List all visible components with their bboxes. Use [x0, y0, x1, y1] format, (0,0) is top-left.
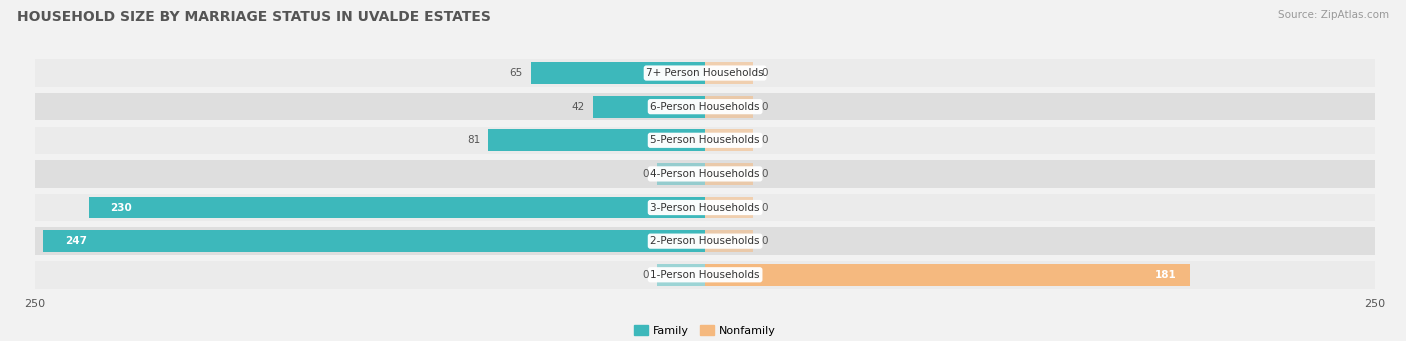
Bar	[35, 194, 1375, 221]
Text: 0: 0	[762, 169, 768, 179]
Bar	[704, 264, 1189, 286]
Bar	[35, 93, 1375, 120]
Text: 4-Person Households: 4-Person Households	[651, 169, 759, 179]
Text: 6-Person Households: 6-Person Households	[651, 102, 759, 112]
Text: 0: 0	[762, 102, 768, 112]
Bar	[704, 163, 754, 185]
Bar	[35, 227, 1375, 255]
Bar	[592, 96, 704, 118]
Text: Source: ZipAtlas.com: Source: ZipAtlas.com	[1278, 10, 1389, 20]
Text: 0: 0	[643, 270, 648, 280]
Text: 5-Person Households: 5-Person Households	[651, 135, 759, 145]
Bar	[704, 96, 754, 118]
Text: 247: 247	[65, 236, 87, 246]
Bar	[89, 197, 704, 219]
Bar	[488, 129, 704, 151]
Text: 181: 181	[1154, 270, 1177, 280]
Text: 0: 0	[643, 169, 648, 179]
Bar	[704, 129, 754, 151]
Bar	[704, 197, 754, 219]
Bar	[35, 261, 1375, 288]
Legend: Family, Nonfamily: Family, Nonfamily	[630, 321, 780, 340]
Text: HOUSEHOLD SIZE BY MARRIAGE STATUS IN UVALDE ESTATES: HOUSEHOLD SIZE BY MARRIAGE STATUS IN UVA…	[17, 10, 491, 24]
Text: 0: 0	[762, 236, 768, 246]
Text: 81: 81	[467, 135, 479, 145]
Bar	[704, 62, 754, 84]
Text: 7+ Person Households: 7+ Person Households	[647, 68, 763, 78]
Text: 1-Person Households: 1-Person Households	[651, 270, 759, 280]
Text: 0: 0	[762, 68, 768, 78]
Bar	[35, 160, 1375, 188]
Text: 65: 65	[509, 68, 523, 78]
Bar	[657, 163, 704, 185]
Bar	[35, 59, 1375, 87]
Bar	[44, 230, 704, 252]
Bar	[657, 264, 704, 286]
Bar	[35, 127, 1375, 154]
Text: 2-Person Households: 2-Person Households	[651, 236, 759, 246]
Text: 230: 230	[110, 203, 132, 212]
Text: 0: 0	[762, 135, 768, 145]
Bar	[531, 62, 704, 84]
Text: 3-Person Households: 3-Person Households	[651, 203, 759, 212]
Text: 42: 42	[571, 102, 585, 112]
Text: 0: 0	[762, 203, 768, 212]
Bar	[704, 230, 754, 252]
